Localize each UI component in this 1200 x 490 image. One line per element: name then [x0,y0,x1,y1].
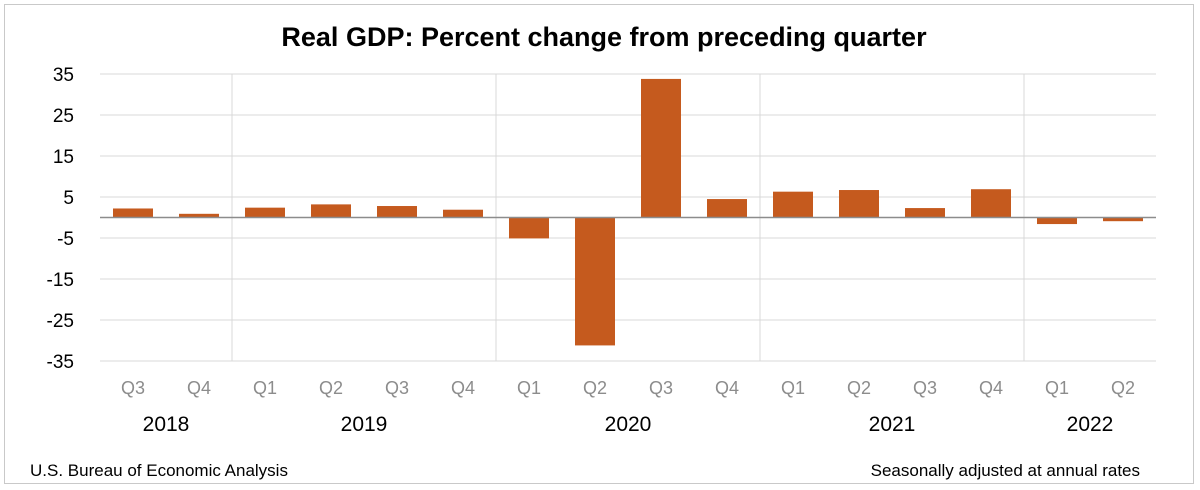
seasonal-note: Seasonally adjusted at annual rates [871,461,1140,480]
x-tick-label: Q2 [319,378,343,398]
y-tick-label: 5 [63,188,74,209]
bar [641,78,681,218]
bar [245,207,285,218]
chart-title: Real GDP: Percent change from preceding … [281,22,927,52]
bar [773,191,813,218]
x-tick-label: Q2 [583,378,607,398]
y-tick-label: 15 [53,147,74,168]
y-tick-label: 35 [53,65,74,86]
bar [1103,217,1143,222]
y-tick-label: -5 [57,229,74,250]
bar [971,189,1011,218]
x-tick-label: Q4 [979,378,1003,398]
bars [113,78,1143,346]
axes: 35 25 15 5 -5 -15 -25 -35 Q3 Q4 Q1 Q2 Q3 Q4 Q1 Q2 Q3 Q4 Q1… [47,65,1156,436]
bar [377,206,417,218]
x-tick-label: Q3 [649,378,673,398]
bar [575,217,615,346]
bar [1037,217,1077,225]
x-tick-label: Q3 [121,378,145,398]
year-label: 2019 [341,413,388,436]
source-note: U.S. Bureau of Economic Analysis [30,461,288,480]
bar [179,213,219,218]
bar [509,217,549,239]
year-label: 2021 [869,413,916,436]
x-tick-label: Q4 [715,378,739,398]
x-tick-label: Q2 [847,378,871,398]
x-tick-label: Q4 [187,378,211,398]
x-tick-label: Q4 [451,378,475,398]
bar [707,199,747,218]
bar [839,190,879,218]
y-tick-label: 25 [53,106,74,127]
x-tick-label: Q1 [253,378,277,398]
bar [113,208,153,218]
bar [905,208,945,218]
x-tick-label: Q2 [1111,378,1135,398]
x-tick-label: Q3 [913,378,937,398]
x-tick-label: Q1 [781,378,805,398]
x-tick-label: Q3 [385,378,409,398]
y-tick-label: -25 [47,311,74,332]
x-tick-label: Q1 [517,378,541,398]
x-tick-label: Q1 [1045,378,1069,398]
y-tick-label: -35 [47,352,74,373]
bar [443,209,483,218]
y-tick-label: -15 [47,270,74,291]
year-label: 2018 [143,413,190,436]
year-label: 2022 [1067,413,1114,436]
year-label: 2020 [605,413,652,436]
bar [311,204,351,218]
